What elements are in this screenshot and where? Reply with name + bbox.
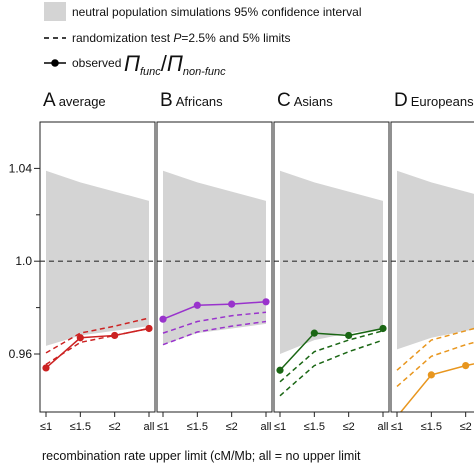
rand-limit-2-5pct [396, 341, 474, 388]
observed-point [42, 364, 50, 372]
rand-limit-5pct [45, 317, 150, 354]
observed-point [427, 371, 435, 379]
x-tick-label: ≤2 [460, 421, 472, 433]
observed-point [462, 362, 470, 370]
legend-slash: / [161, 51, 168, 76]
rand-limit-2-5pct [162, 320, 267, 346]
observed-point [76, 334, 84, 342]
x-tick-label: ≤2 [226, 421, 238, 433]
observed-line [162, 301, 267, 320]
legend-ratio: Πfunc/Πnon-func [124, 51, 226, 78]
ci-band [163, 170, 266, 345]
legend-pi-func: Π [124, 51, 140, 76]
rand-limit-5pct [279, 330, 384, 383]
x-tick-label: ≤2 [343, 421, 355, 433]
panel-title-d: D Europeans [394, 90, 474, 111]
x-tick-label: ≤1 [391, 421, 403, 433]
panel-title-b: B Africans [160, 90, 223, 111]
panel-letter: C [277, 90, 291, 111]
observed-point [262, 298, 270, 306]
y-tick-label-1.04: 1.04 [9, 161, 33, 175]
observed-point [145, 324, 153, 333]
x-tick-label: all [260, 421, 271, 433]
panel-frame [39, 121, 156, 413]
y-tick-label-1.0: 1.0 [15, 254, 32, 268]
rand-limit-5pct [396, 327, 474, 371]
x-tick-label: all [143, 421, 154, 433]
observed-line [399, 363, 474, 412]
legend: neutral population simulations 95% confi… [44, 2, 362, 78]
y-tick-label-0.96: 0.96 [9, 347, 33, 361]
rand-limit-5pct [162, 311, 267, 334]
ci-band [280, 170, 383, 354]
legend-observed-marker [51, 59, 59, 67]
x-tick-label: ≤1.5 [304, 421, 325, 433]
legend-func-sub: func [140, 66, 161, 78]
panel-africans: B Africans ≤1 ≤1.5 ≤2 all [156, 90, 273, 433]
panel-plot-area [274, 170, 389, 397]
observed-point [345, 331, 353, 340]
panel-name: Asians [294, 94, 334, 109]
x-tick-label: all [377, 421, 388, 433]
panel-letter: D [394, 90, 408, 111]
legend-observed-label: observed [72, 56, 121, 70]
legend-ci-label: neutral population simulations 95% confi… [72, 5, 362, 19]
x-tick-label: ≤1 [274, 421, 286, 433]
ci-band [397, 170, 474, 350]
legend-rand-p: P [173, 31, 181, 45]
observed-point [159, 315, 167, 323]
x-tick-label: ≤1 [40, 421, 52, 433]
x-tick-label: ≤1.5 [187, 421, 208, 433]
panel-frame [273, 121, 390, 413]
panel-name: Europeans [411, 94, 474, 109]
panel-frame [390, 121, 474, 413]
observed-point [379, 324, 387, 333]
legend-rand-suffix: =2.5% and 5% limits [181, 31, 290, 45]
observed-line [279, 327, 384, 371]
observed-point [310, 329, 318, 337]
panel-letter: A [43, 90, 56, 111]
panel-plot-area [157, 170, 272, 346]
rand-limit-2-5pct [279, 339, 384, 397]
panel-name: Africans [176, 94, 223, 109]
panel-plot-area [391, 170, 474, 412]
panel-name: average [59, 94, 106, 109]
x-axis-label: recombination rate upper limit (cM/Mb; a… [42, 449, 361, 463]
x-tick-label: ≤1.5 [70, 421, 91, 433]
panel-plot-area [40, 170, 155, 372]
panel-asians: C Asians ≤1 ≤1.5 ≤2 all [273, 90, 390, 433]
legend-nonfunc-sub: non-func [183, 66, 226, 78]
x-tick-label: ≤1 [157, 421, 169, 433]
legend-pi-nonfunc: Π [167, 51, 183, 76]
panel-title-c: C Asians [277, 90, 333, 111]
panel-letter: B [160, 90, 173, 111]
panel-frame [156, 121, 273, 413]
observed-point [193, 301, 201, 309]
legend-rand-label: randomization test P=2.5% and 5% limits [72, 31, 290, 45]
observed-point [228, 300, 236, 308]
observed-point [276, 366, 284, 374]
y-axis: 1.04 1.0 0.96 [9, 122, 41, 412]
legend-rand-prefix: randomization test [72, 31, 173, 45]
x-tick-label: ≤2 [109, 421, 121, 433]
observed-line [45, 327, 150, 369]
ci-band [46, 170, 149, 346]
x-tick-label: ≤1.5 [421, 421, 442, 433]
observed-point [111, 331, 119, 340]
legend-ci-swatch [44, 2, 66, 21]
